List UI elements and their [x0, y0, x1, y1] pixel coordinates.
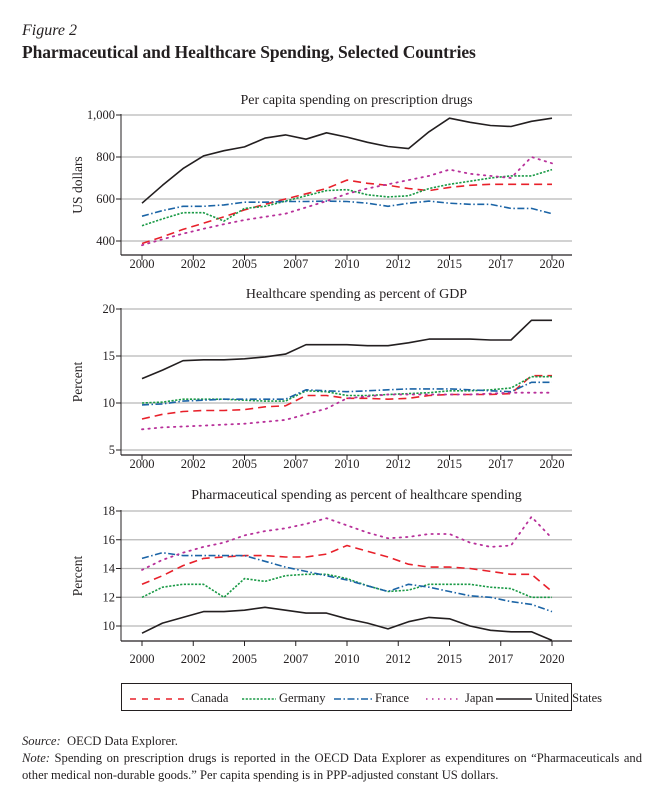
legend-label-japan: Japan	[465, 691, 494, 705]
series-line-germany	[141, 573, 552, 599]
x-tick-label: 2010	[335, 652, 360, 666]
legend-swatch-canada	[130, 697, 188, 700]
legend-item-japan: Japan	[424, 691, 493, 706]
y-axis-title: Percent	[70, 362, 85, 403]
panel-1: Per capita spending on prescription drug…	[70, 93, 572, 271]
figure-notes: Source: OECD Data Explorer. Note: Spendi…	[22, 733, 642, 784]
x-tick-label: 2017	[488, 257, 513, 271]
note-label: Note:	[22, 751, 50, 765]
panel-title: Healthcare spending as percent of GDP	[246, 287, 467, 302]
series-line-france	[141, 551, 553, 613]
x-tick-label: 2015	[437, 257, 462, 271]
series-line-japan	[141, 515, 553, 571]
legend-item-canada: Canada	[128, 691, 228, 706]
y-tick-label: 400	[96, 234, 115, 248]
source-label: Source:	[22, 734, 61, 748]
x-tick-label: 2017	[488, 652, 513, 666]
x-tick-label: 2015	[437, 457, 462, 471]
legend-label-germany: Germany	[279, 691, 326, 705]
y-tick-label: 15	[103, 349, 116, 363]
x-tick-label: 2000	[130, 257, 155, 271]
y-tick-label: 1,000	[87, 108, 115, 122]
legend-swatch-japan	[426, 697, 462, 700]
x-tick-label: 2000	[130, 457, 155, 471]
series-line-france	[141, 200, 553, 217]
series-line-canada	[141, 179, 552, 245]
y-axis-title: Percent	[70, 556, 85, 597]
series-line-japan	[141, 391, 553, 431]
legend-item-us: United States	[492, 691, 602, 706]
charts-canvas: Per capita spending on prescription drug…	[70, 93, 572, 666]
x-tick-label: 2015	[437, 652, 462, 666]
x-tick-label: 2002	[181, 457, 206, 471]
x-tick-label: 2010	[335, 457, 360, 471]
y-tick-label: 5	[109, 443, 115, 457]
legend-label-us: United States	[535, 691, 603, 705]
series-line-japan	[141, 156, 553, 247]
y-tick-label: 12	[103, 590, 116, 604]
x-tick-label: 2005	[232, 652, 257, 666]
x-tick-label: 2005	[232, 257, 257, 271]
x-tick-label: 2012	[386, 457, 411, 471]
x-tick-label: 2020	[540, 257, 565, 271]
series-line-us	[141, 606, 553, 642]
figure-label: Figure 2	[22, 22, 77, 39]
source-text: OECD Data Explorer.	[67, 734, 178, 748]
series-line-us	[141, 117, 553, 204]
series-line-canada	[141, 374, 552, 420]
x-tick-label: 2020	[540, 457, 565, 471]
x-tick-label: 2007	[283, 652, 308, 666]
x-tick-label: 2007	[283, 457, 308, 471]
y-tick-label: 18	[103, 504, 116, 518]
panel-title: Pharmaceutical spending as percent of he…	[191, 488, 521, 503]
y-tick-label: 600	[96, 192, 115, 206]
y-tick-label: 800	[96, 150, 115, 164]
y-tick-label: 16	[103, 533, 116, 547]
x-tick-label: 2002	[181, 652, 206, 666]
panel-3: Pharmaceutical spending as percent of he…	[70, 488, 572, 666]
x-tick-label: 2010	[335, 257, 360, 271]
series-line-france	[141, 381, 552, 406]
legend-item-france: France	[332, 691, 409, 706]
legend-item-germany: Germany	[240, 691, 326, 706]
legend-swatch-us	[496, 697, 532, 700]
x-tick-label: 2012	[386, 652, 411, 666]
x-tick-label: 2012	[386, 257, 411, 271]
legend: Canada Germany France Japan United State…	[121, 683, 602, 711]
y-tick-label: 10	[103, 619, 116, 633]
x-tick-label: 2000	[130, 652, 155, 666]
figure-title: Pharmaceutical and Healthcare Spending, …	[22, 42, 476, 62]
x-tick-label: 2017	[488, 457, 513, 471]
legend-swatch-germany	[242, 697, 276, 700]
note-text: Spending on prescription drugs is report…	[22, 751, 642, 782]
legend-label-france: France	[375, 691, 410, 705]
x-tick-label: 2020	[540, 652, 565, 666]
y-tick-label: 20	[103, 302, 116, 316]
series-line-us	[141, 319, 552, 380]
y-tick-label: 14	[103, 562, 116, 576]
y-axis-title: US dollars	[70, 156, 85, 213]
series-line-germany	[141, 168, 553, 227]
panel-2: Healthcare spending as percent of GDP 5 10…	[70, 287, 572, 471]
series-line-canada	[141, 544, 553, 593]
source-line: Source: OECD Data Explorer.	[22, 733, 642, 750]
legend-swatch-france	[334, 697, 372, 700]
note-line: Note: Spending on prescription drugs is …	[22, 750, 642, 784]
x-tick-label: 2005	[232, 457, 257, 471]
y-tick-label: 10	[103, 396, 116, 410]
legend-label-canada: Canada	[191, 691, 229, 705]
panel-title: Per capita spending on prescription drug…	[240, 93, 472, 108]
x-tick-label: 2002	[181, 257, 206, 271]
x-tick-label: 2007	[283, 257, 308, 271]
